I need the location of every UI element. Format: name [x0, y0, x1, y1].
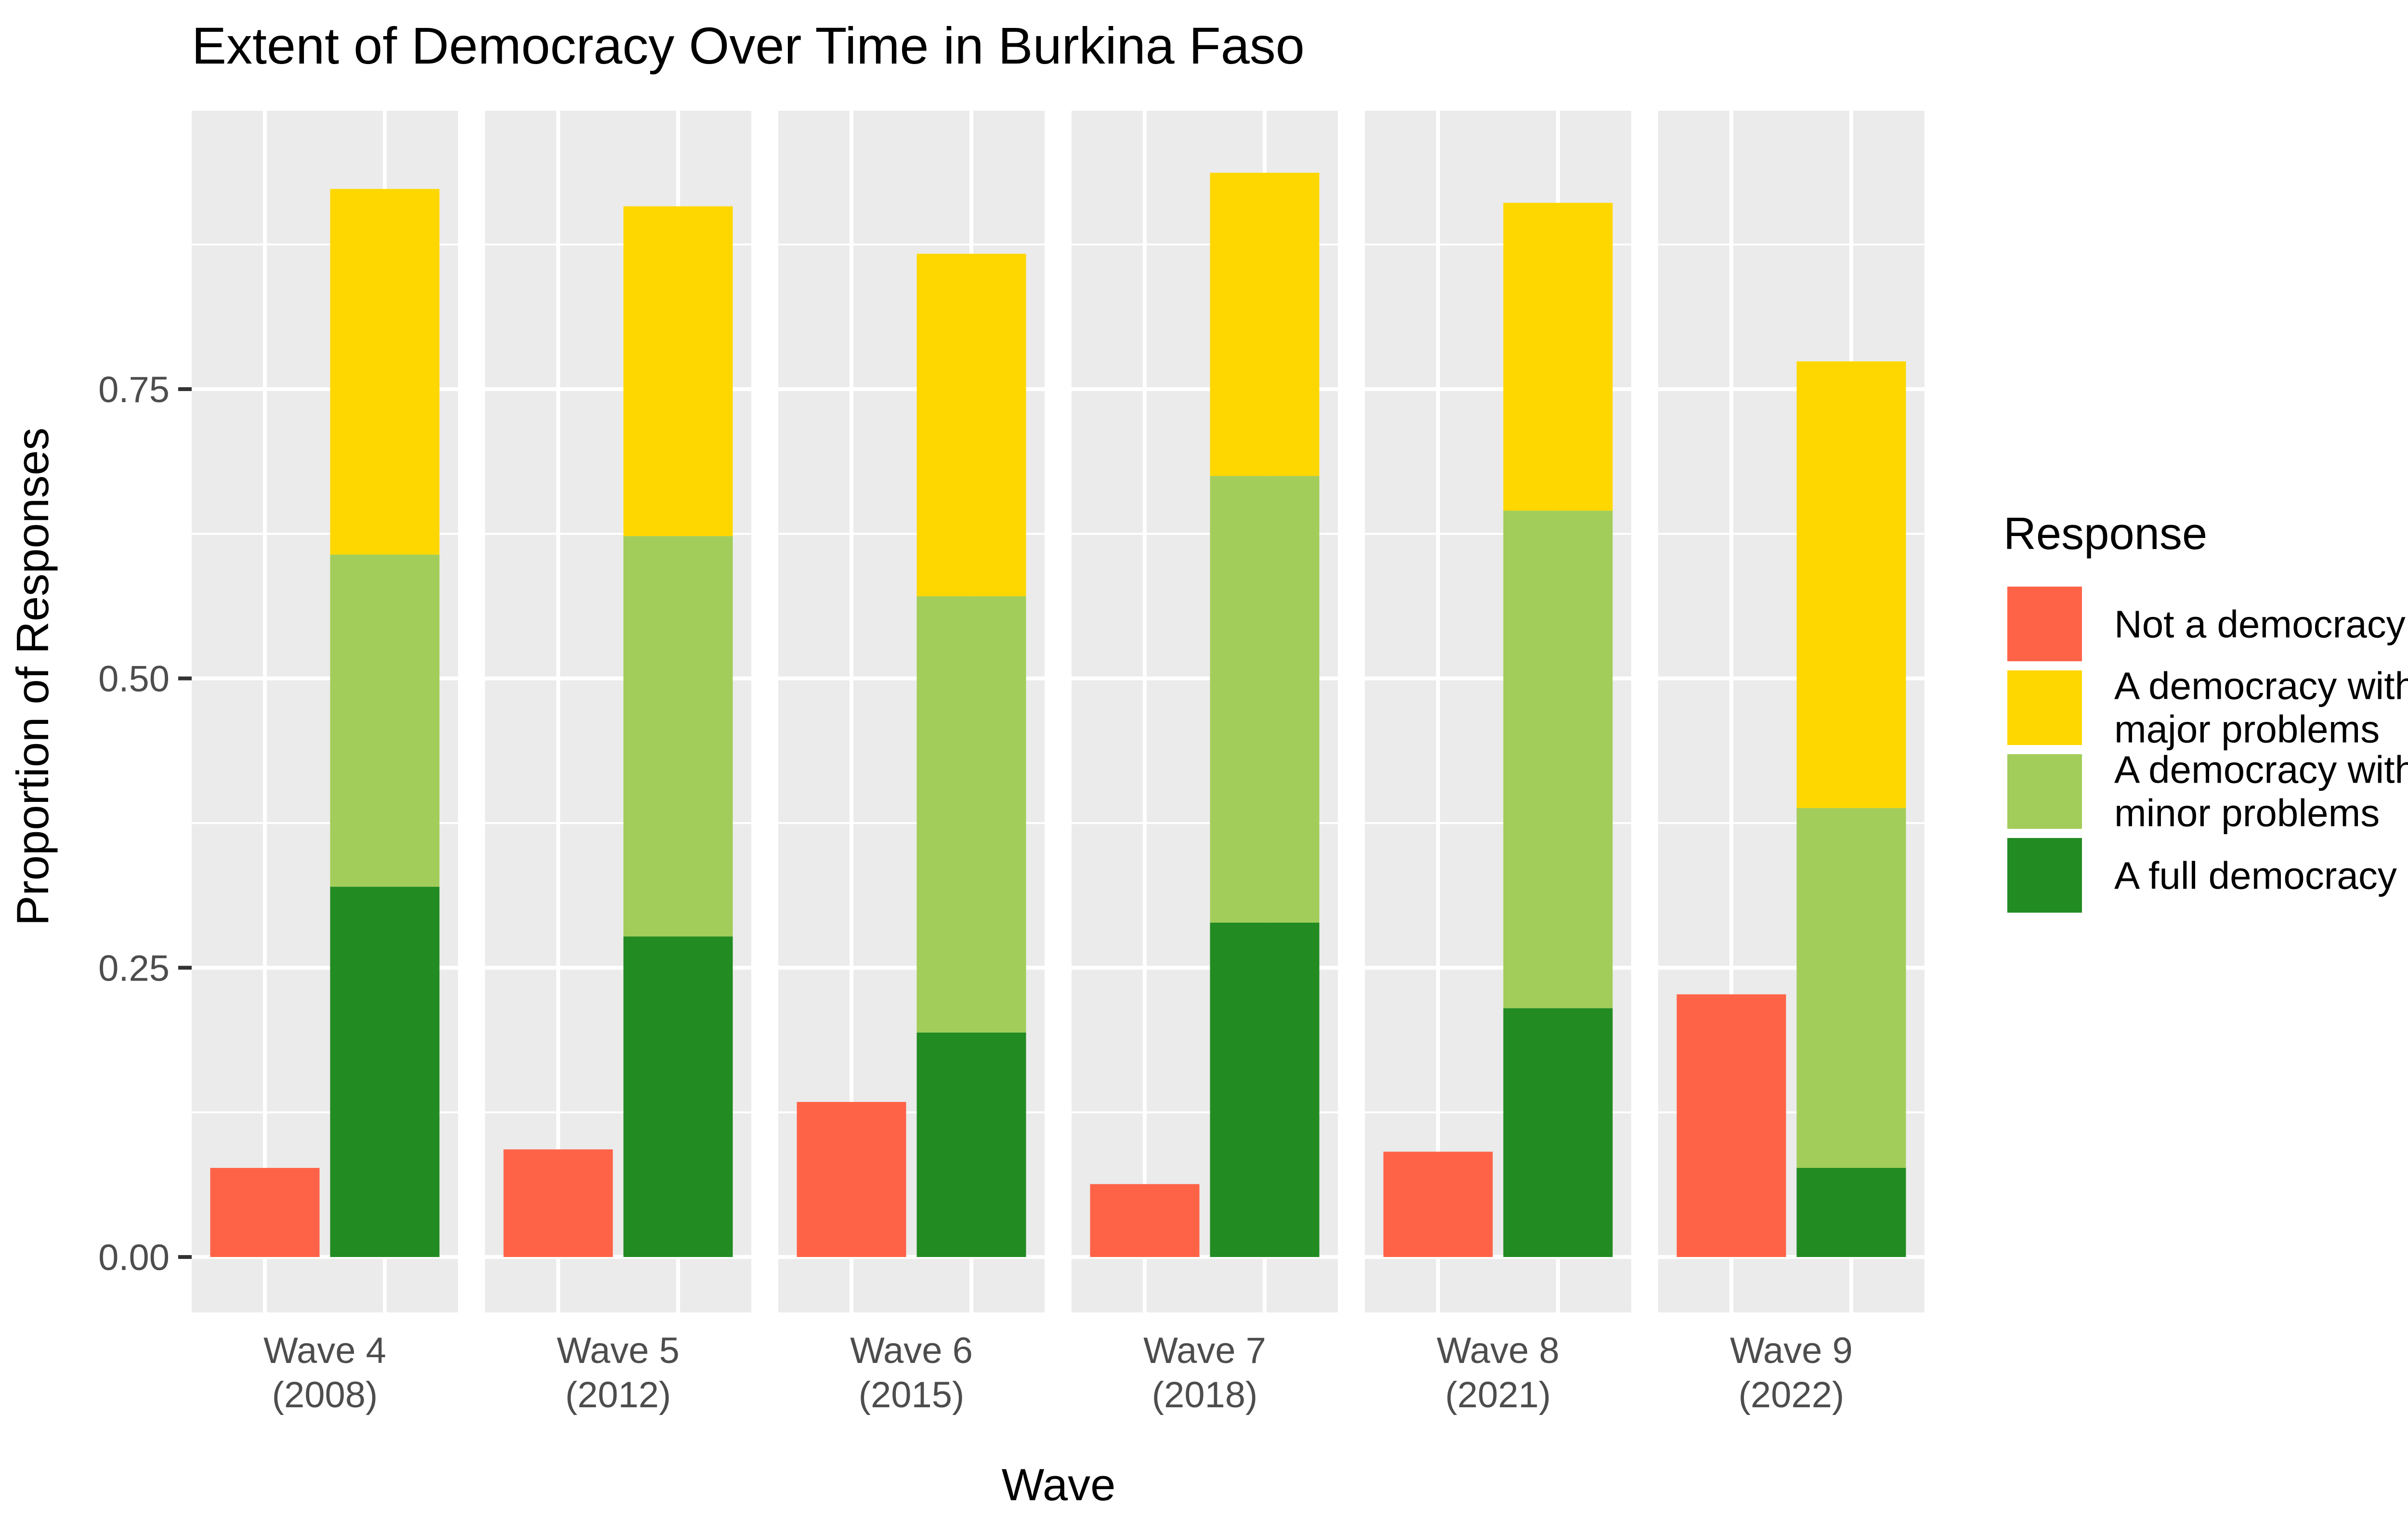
legend-item: A full democracy	[2007, 838, 2397, 913]
legend-label: A democracy with minor problems	[2114, 748, 2408, 835]
bar-not-a-democracy	[797, 1102, 906, 1257]
bar-a-democracy-with-minor-problems	[330, 554, 440, 887]
legend-item: A democracy with minor problems	[2007, 748, 2408, 835]
bar-a-democracy-with-major-problems	[1503, 203, 1613, 511]
legend-label-line: A full democracy	[2114, 854, 2397, 897]
legend-key	[2007, 838, 2082, 913]
x-tick-label: Wave 9 (2022)	[1730, 1330, 1853, 1415]
panel-5	[1365, 111, 1631, 1312]
plot-panels	[192, 111, 1924, 1312]
bar-a-full-democracy	[623, 936, 733, 1257]
panel-3	[778, 111, 1045, 1312]
x-tick-label-line: (2008)	[272, 1375, 378, 1415]
y-axis: 0.00 0.25 0.50 0.75	[98, 369, 192, 1278]
x-tick-label-line: (2012)	[565, 1375, 671, 1415]
panel-1	[192, 111, 458, 1312]
legend-label-line: major problems	[2114, 708, 2380, 751]
bar-a-democracy-with-minor-problems	[623, 536, 733, 937]
legend-label-line: A democracy with	[2114, 748, 2408, 791]
legend-label: A full democracy	[2114, 854, 2397, 897]
x-tick-label-line: Wave 7	[1143, 1330, 1266, 1371]
bar-a-full-democracy	[330, 887, 440, 1257]
panel-6	[1658, 111, 1924, 1312]
y-tick-label: 0.75	[98, 369, 170, 410]
x-tick-label: Wave 8 (2021)	[1437, 1330, 1559, 1415]
bar-a-democracy-with-minor-problems	[1796, 808, 1906, 1168]
legend-label-line: minor problems	[2114, 792, 2380, 835]
bar-a-full-democracy	[1503, 1008, 1613, 1257]
legend-item: A democracy with major problems	[2007, 665, 2408, 751]
x-tick-label-line: (2015)	[859, 1375, 965, 1415]
x-tick-label-line: Wave 4	[263, 1330, 386, 1371]
x-tick-label-line: (2018)	[1152, 1375, 1258, 1415]
x-axis-label: Wave	[1002, 1459, 1116, 1510]
bar-a-democracy-with-minor-problems	[1210, 476, 1320, 923]
bar-a-democracy-with-major-problems	[623, 206, 733, 537]
panel-2	[485, 111, 751, 1312]
legend-key	[2007, 587, 2082, 661]
bar-a-full-democracy	[1796, 1167, 1906, 1257]
x-tick-label-line: (2022)	[1739, 1375, 1845, 1415]
x-tick-label: Wave 5 (2012)	[557, 1330, 680, 1415]
y-tick-label: 0.25	[98, 948, 170, 989]
x-tick-label-line: Wave 5	[557, 1330, 680, 1371]
bar-a-democracy-with-major-problems	[916, 253, 1026, 597]
bar-not-a-democracy	[1090, 1184, 1200, 1257]
legend-label: A democracy with major problems	[2114, 665, 2408, 751]
x-tick-label-line: (2021)	[1445, 1375, 1551, 1415]
legend-key	[2007, 670, 2082, 745]
bar-a-democracy-with-minor-problems	[916, 596, 1026, 1033]
x-tick-label: Wave 4 (2008)	[263, 1330, 386, 1415]
bar-not-a-democracy	[1383, 1152, 1493, 1257]
bar-not-a-democracy	[210, 1167, 320, 1257]
legend-label-line: Not a democracy	[2114, 603, 2406, 646]
legend-item: Not a democracy	[2007, 587, 2406, 661]
bar-a-democracy-with-major-problems	[1796, 361, 1906, 808]
bar-a-full-democracy	[1210, 922, 1320, 1257]
bar-a-democracy-with-minor-problems	[1503, 511, 1613, 1008]
bar-a-democracy-with-major-problems	[330, 189, 440, 555]
panel-4	[1072, 111, 1338, 1312]
y-axis-label: Proportion of Responses	[7, 428, 58, 926]
legend-label: Not a democracy	[2114, 603, 2406, 646]
y-tick-label: 0.50	[98, 659, 170, 700]
legend-title: Response	[2003, 508, 2207, 559]
chart-title: Extent of Democracy Over Time in Burkina…	[192, 16, 1305, 75]
x-tick-label: Wave 7 (2018)	[1143, 1330, 1266, 1415]
legend-key	[2007, 754, 2082, 829]
y-tick-label: 0.00	[98, 1237, 170, 1278]
legend: Response Not a democracy A democracy with…	[2003, 508, 2408, 913]
bar-not-a-democracy	[1676, 994, 1786, 1257]
bar-a-democracy-with-major-problems	[1210, 172, 1320, 476]
x-axis: Wave 4 (2008)Wave 5 (2012)Wave 6 (2015)Wave…	[263, 1330, 1853, 1415]
legend-label-line: A democracy with	[2114, 665, 2408, 707]
bar-a-full-democracy	[916, 1032, 1026, 1257]
x-tick-label-line: Wave 8	[1437, 1330, 1559, 1371]
legend-items: Not a democracy A democracy with major pro…	[2007, 587, 2408, 913]
x-tick-label-line: Wave 9	[1730, 1330, 1853, 1371]
x-tick-label: Wave 6 (2015)	[850, 1330, 973, 1415]
x-tick-label-line: Wave 6	[850, 1330, 973, 1371]
bar-not-a-democracy	[503, 1149, 613, 1257]
